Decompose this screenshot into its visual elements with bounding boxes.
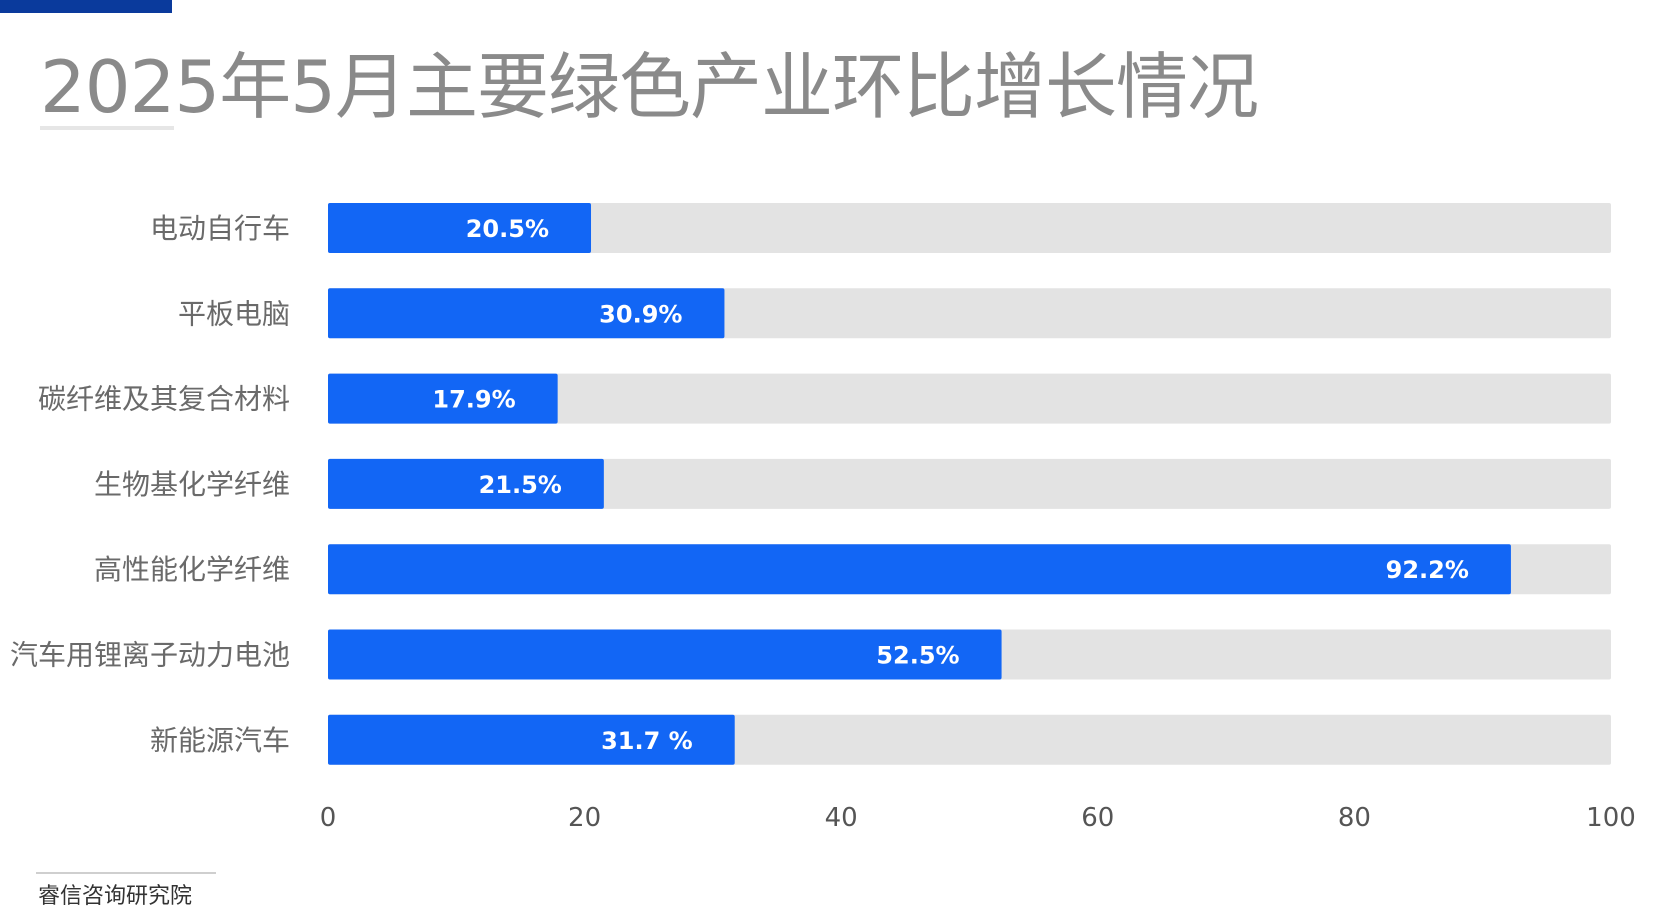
x-tick-label: 60 [1081,803,1114,833]
data-label: 31.7 % [601,727,693,755]
data-label: 92.2% [1386,556,1469,584]
category-label: 碳纤维及其复合材料 [38,383,290,416]
category-label: 新能源汽车 [150,724,290,757]
bar-track [328,203,1611,253]
category-label: 平板电脑 [178,297,290,330]
bar [328,714,735,765]
bar [328,458,604,509]
category-label: 生物基化学纤维 [94,468,290,501]
x-tick-label: 100 [1586,803,1636,833]
data-label: 30.9% [599,300,682,328]
data-label: 17.9% [432,386,515,414]
bar-track [328,373,1611,424]
bar-track [328,458,1611,509]
top-accent-bar [0,0,172,13]
data-label: 52.5% [876,642,959,670]
bar [328,288,725,339]
bar [328,629,1002,680]
page-title: 2025年5月主要绿色产业环比增长情况 [40,45,1259,129]
source-label: 睿信咨询研究院 [38,884,193,909]
bar [328,373,558,424]
category-label: 汽车用锂离子动力电池 [10,639,290,672]
bar [328,203,592,253]
category-label: 高性能化学纤维 [94,553,290,586]
source-divider [36,872,216,874]
bar [328,544,1511,595]
data-label: 20.5% [466,215,549,243]
data-label: 21.5% [479,471,562,499]
category-label: 电动自行车 [150,212,290,245]
title-underline [40,126,174,130]
x-tick-label: 20 [568,803,601,833]
x-tick-label: 0 [320,803,337,833]
x-tick-label: 40 [825,803,858,833]
x-tick-label: 80 [1338,803,1371,833]
